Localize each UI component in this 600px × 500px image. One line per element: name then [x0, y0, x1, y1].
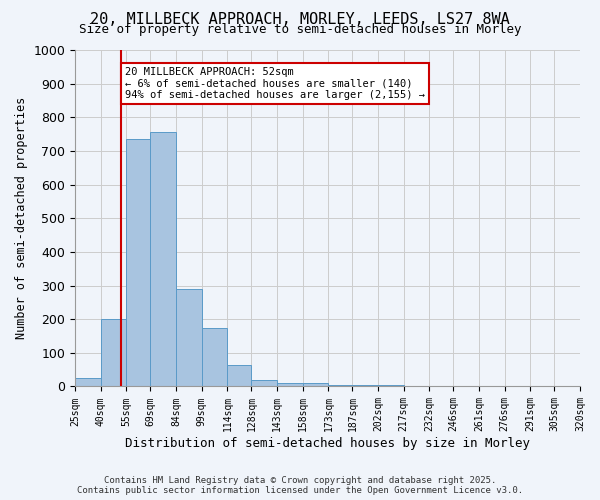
Bar: [303, 383, 328, 386]
X-axis label: Distribution of semi-detached houses by size in Morley: Distribution of semi-detached houses by …: [125, 437, 530, 450]
Bar: [328, 385, 352, 386]
Bar: [277, 383, 303, 386]
Bar: [176, 289, 202, 386]
Bar: [227, 364, 251, 386]
Y-axis label: Number of semi-detached properties: Number of semi-detached properties: [15, 97, 28, 340]
Bar: [352, 385, 378, 386]
Bar: [101, 319, 127, 386]
Text: Size of property relative to semi-detached houses in Morley: Size of property relative to semi-detach…: [79, 22, 521, 36]
Bar: [75, 378, 101, 386]
Bar: [151, 132, 176, 386]
Bar: [202, 328, 227, 386]
Bar: [251, 380, 277, 386]
Bar: [378, 385, 404, 386]
Text: Contains HM Land Registry data © Crown copyright and database right 2025.
Contai: Contains HM Land Registry data © Crown c…: [77, 476, 523, 495]
Bar: [127, 139, 151, 386]
Text: 20, MILLBECK APPROACH, MORLEY, LEEDS, LS27 8WA: 20, MILLBECK APPROACH, MORLEY, LEEDS, LS…: [90, 12, 510, 28]
Text: 20 MILLBECK APPROACH: 52sqm
← 6% of semi-detached houses are smaller (140)
94% o: 20 MILLBECK APPROACH: 52sqm ← 6% of semi…: [125, 67, 425, 100]
